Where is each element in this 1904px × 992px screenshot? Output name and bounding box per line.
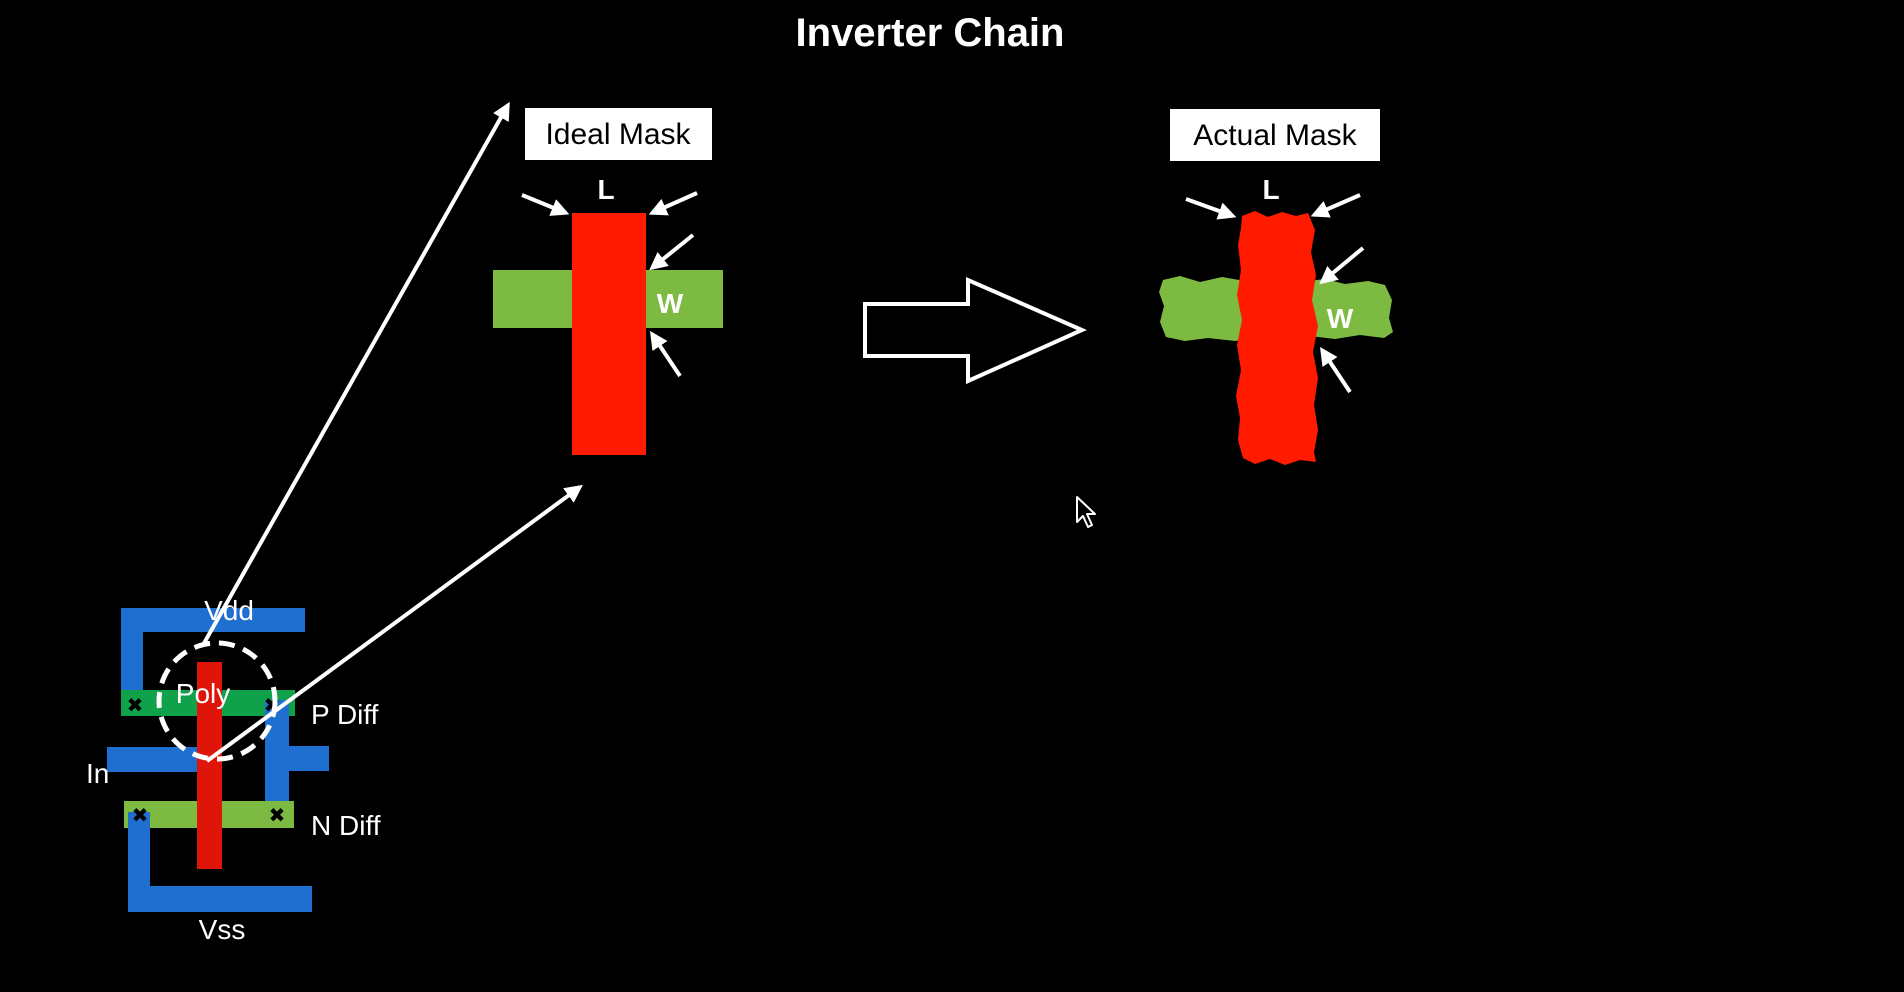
ideal-mask-label-box bbox=[525, 108, 712, 160]
ideal-poly-rect bbox=[572, 213, 646, 455]
n-diff-label: N Diff bbox=[311, 810, 381, 841]
slide-title: Inverter Chain bbox=[796, 11, 1065, 55]
ideal-l-right-arrow bbox=[648, 191, 698, 216]
actual-length-label: L bbox=[1262, 174, 1279, 205]
actual-w-top-arrow bbox=[1319, 246, 1365, 285]
x-contact-icon: ✖ bbox=[132, 803, 149, 827]
p-diff-label: P Diff bbox=[311, 699, 379, 730]
poly-gate bbox=[197, 662, 222, 869]
actual-mask-label-box bbox=[1170, 109, 1380, 161]
ideal-w-bottom-arrow bbox=[650, 331, 682, 378]
actual-width-label: W bbox=[1327, 303, 1354, 334]
actual-mask-label: Actual Mask bbox=[1193, 119, 1357, 152]
actual-w-bottom-arrow bbox=[1320, 347, 1352, 394]
output-metal-stub bbox=[265, 746, 329, 771]
ideal-l-left-arrow bbox=[521, 193, 570, 216]
ideal-w-top-arrow bbox=[649, 233, 695, 271]
inverter-layout: ✖ ✖ ✖ ✖ Vdd Poly P Diff In N Diff Vss bbox=[86, 595, 381, 945]
actual-l-right-arrow bbox=[1310, 193, 1361, 218]
zoom-line-top bbox=[201, 101, 510, 646]
ideal-mask-diagram: Ideal Mask L W bbox=[493, 108, 723, 455]
vss-metal-rise bbox=[128, 812, 150, 910]
vss-metal-rail bbox=[128, 886, 312, 912]
right-arrow-outline-icon bbox=[863, 276, 1087, 385]
zoom-circle bbox=[156, 640, 278, 762]
ideal-length-label: L bbox=[597, 174, 614, 205]
ideal-mask-label: Ideal Mask bbox=[545, 118, 691, 151]
vdd-metal-drop bbox=[121, 608, 143, 700]
actual-mask-diagram: Actual Mask L W bbox=[1159, 109, 1393, 465]
actual-l-left-arrow bbox=[1185, 197, 1237, 220]
in-label: In bbox=[86, 758, 109, 789]
ideal-width-label: W bbox=[657, 288, 684, 319]
zoom-line-bottom bbox=[205, 484, 583, 763]
actual-poly-blob bbox=[1236, 211, 1318, 465]
mouse-pointer-icon bbox=[1076, 496, 1096, 528]
poly-label: Poly bbox=[176, 678, 230, 709]
x-contact-icon: ✖ bbox=[269, 803, 286, 827]
vss-label: Vss bbox=[199, 914, 246, 945]
x-contact-icon: ✖ bbox=[127, 693, 144, 717]
